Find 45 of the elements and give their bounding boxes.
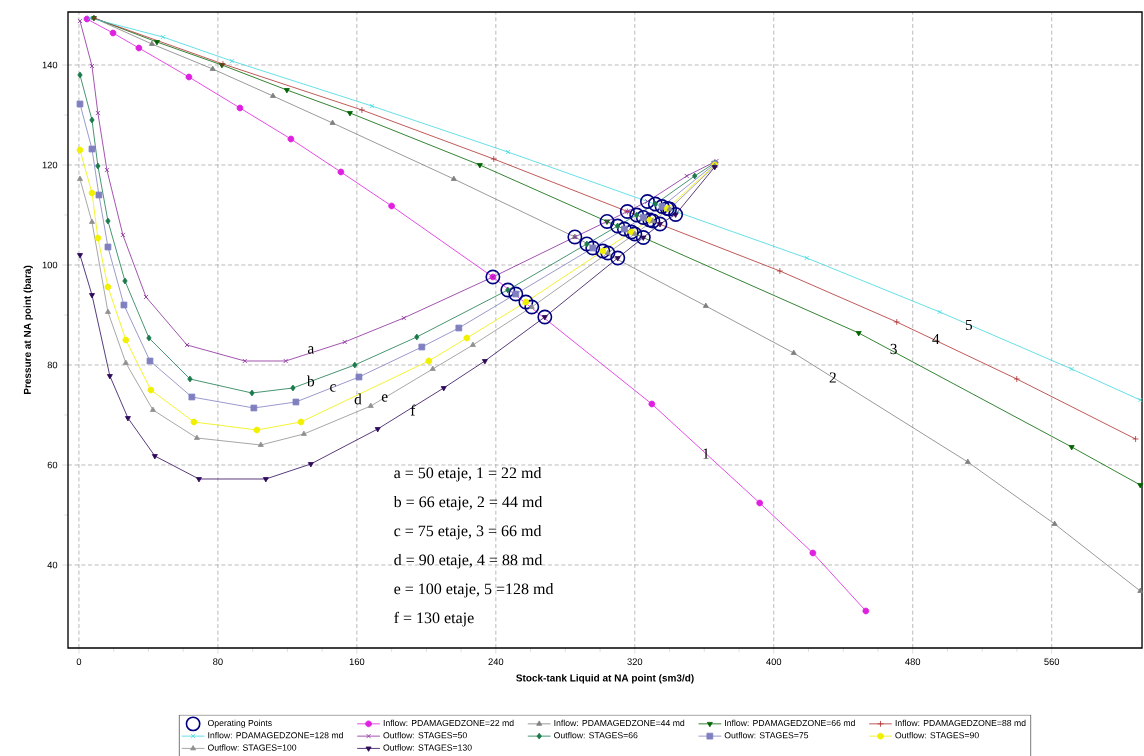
x-tick-label: 0 [76, 658, 82, 665]
annotation: 1 [703, 448, 709, 459]
y-axis-title: Pressure at NA point (bara) [23, 265, 33, 395]
annotation: c = 75 etaje, 3 = 66 md [394, 525, 542, 540]
legend-label: Outflow: STAGES=50 [383, 732, 467, 739]
legend-label: Operating Points [207, 719, 272, 728]
annotation: e [381, 394, 388, 402]
legend-label: Outflow: STAGES=90 [895, 732, 979, 739]
x-tick-label: 160 [349, 658, 365, 665]
annotation: b [307, 375, 315, 387]
annotation: 4 [932, 333, 940, 345]
y-tick-label: 120 [42, 161, 58, 169]
annotation: f = 130 etaje [394, 611, 474, 627]
y-tick-label: 80 [47, 361, 58, 369]
legend-label: Outflow: STAGES=75 [724, 732, 809, 739]
y-tick-label: 100 [42, 261, 58, 269]
y-tick-label: 140 [42, 61, 58, 69]
legend-label: Outflow: STAGES=66 [554, 732, 638, 739]
annotation: f [410, 404, 416, 416]
x-tick-label: 400 [766, 658, 782, 665]
legend-label: Inflow: PDAMAGEDZONE=88 md [895, 719, 1026, 727]
x-tick-label: 240 [488, 658, 504, 665]
x-tick-label: 480 [905, 658, 921, 665]
x-tick-label: 80 [213, 658, 223, 665]
x-tick-label: 320 [627, 658, 643, 665]
legend-label: Inflow: PDAMAGEDZONE=22 md [383, 719, 514, 727]
annotation: a [307, 346, 315, 354]
annotation: a = 50 etaje, 1 = 22 md [394, 467, 542, 482]
annotation: 2 [829, 372, 836, 383]
x-axis-title: Stock-tank Liquid at NA point (sm3/d) [516, 674, 694, 684]
legend-label: Inflow: PDAMAGEDZONE=66 md [725, 719, 855, 727]
legend-label: Inflow: PDAMAGEDZONE=44 md [554, 719, 685, 727]
legend-label: Outflow: STAGES=100 [207, 744, 297, 751]
annotation: 3 [890, 343, 897, 355]
annotation: c [330, 384, 336, 392]
annotation: e = 100 etaje, 5 =128 md [394, 583, 554, 598]
annotation: b = 66 etaje, 2 = 44 md [393, 496, 543, 511]
y-tick-label: 60 [47, 461, 58, 469]
legend-label: Inflow: PDAMAGEDZONE=128 md [208, 732, 343, 739]
annotation: 5 [965, 319, 973, 331]
x-tick-label: 560 [1044, 658, 1060, 665]
y-tick-label: 40 [47, 561, 58, 569]
annotation: d = 90 etaje, 4 = 88 md [394, 554, 543, 569]
legend-label: Outflow: STAGES=130 [383, 744, 472, 751]
annotation: d [354, 393, 362, 405]
